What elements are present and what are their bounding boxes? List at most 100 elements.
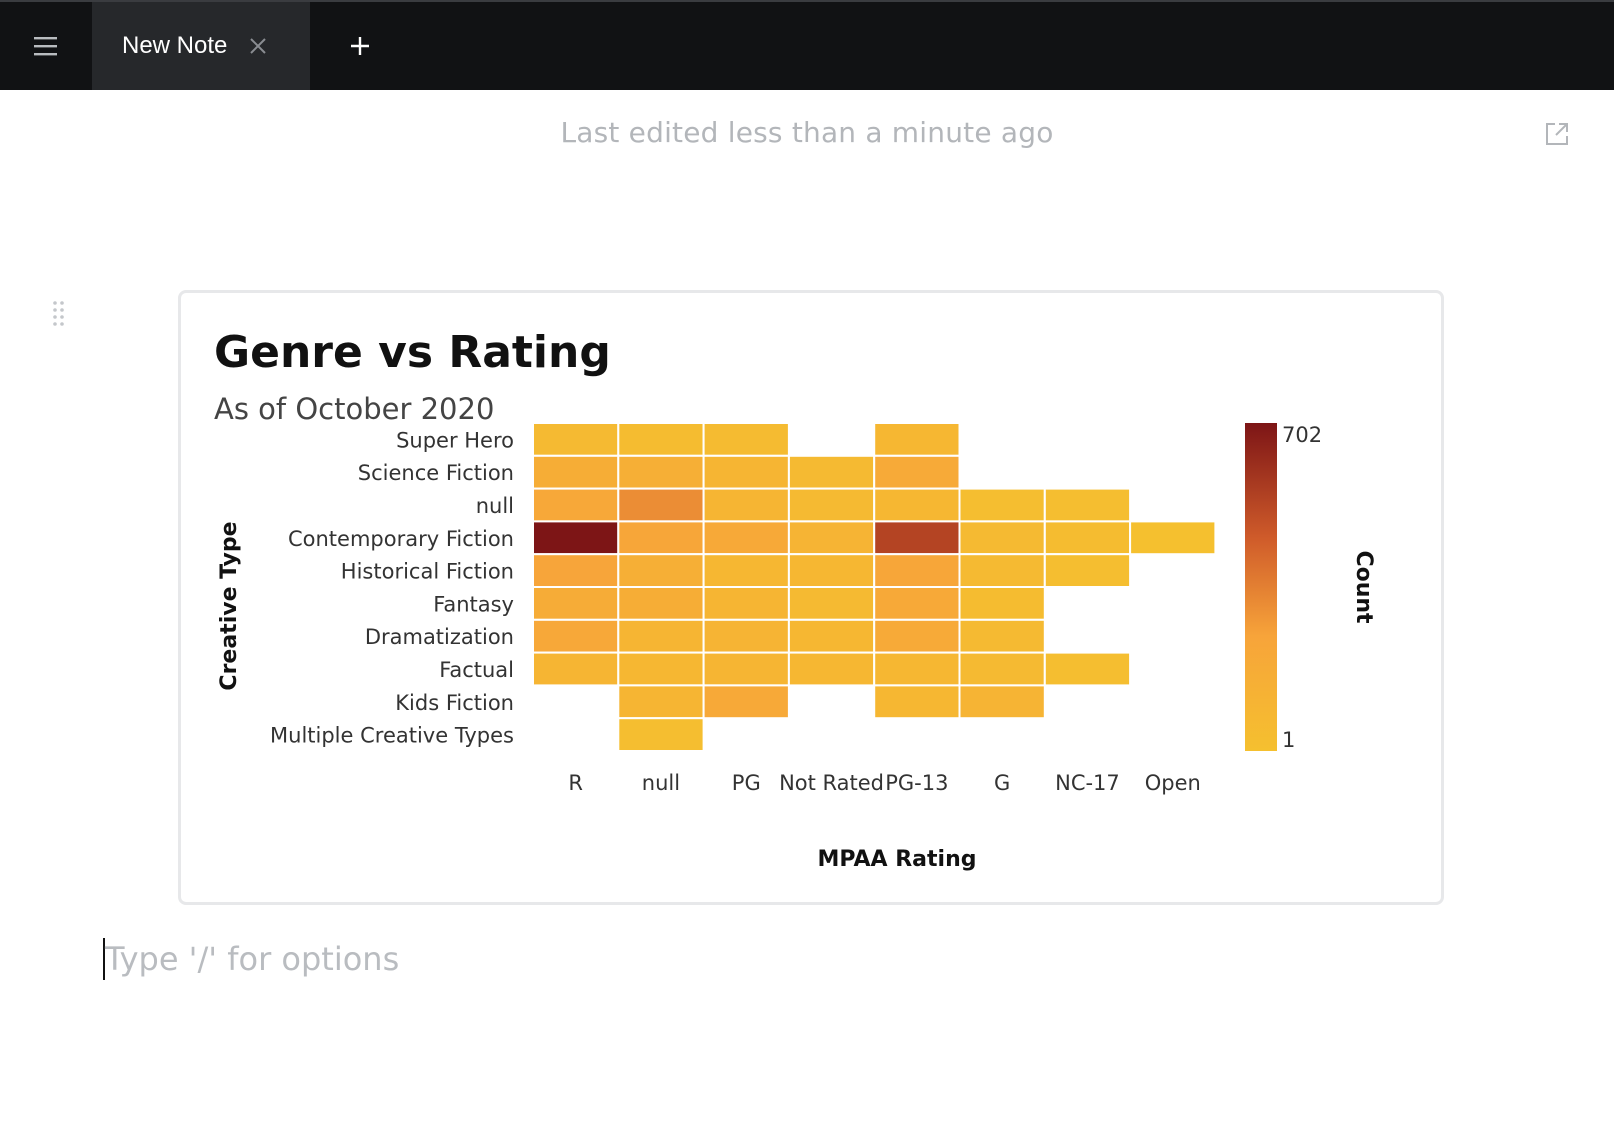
heatmap-cell[interactable]: [958, 618, 1046, 654]
heatmap-cell[interactable]: [617, 618, 705, 654]
x-tick-label: NC-17: [1055, 771, 1120, 795]
heatmap-cell[interactable]: [1129, 520, 1217, 556]
heatmap-cell[interactable]: [1043, 520, 1132, 556]
heatmap-cell[interactable]: [532, 651, 620, 687]
heatmap-cell[interactable]: [617, 717, 705, 753]
text-caret: [103, 938, 105, 980]
hamburger-icon: [34, 37, 57, 56]
y-tick-label: Kids Fiction: [395, 691, 514, 715]
heatmap-cell[interactable]: [702, 684, 790, 720]
heatmap-cell[interactable]: [873, 487, 961, 523]
x-tick-label: G: [994, 771, 1010, 795]
chart-subtitle: As of October 2020: [214, 392, 494, 426]
heatmap-cell[interactable]: [1043, 651, 1132, 687]
heatmap-cell[interactable]: [617, 422, 705, 457]
heatmap-cell[interactable]: [617, 553, 705, 589]
heatmap-cell[interactable]: [617, 454, 705, 490]
tab-label: New Note: [122, 32, 228, 59]
heatmap-cell[interactable]: [702, 651, 790, 687]
heatmap-chart: Genre vs Rating As of October 2020 Creat…: [214, 327, 1376, 872]
heatmap-cell[interactable]: [873, 454, 961, 490]
heatmap-cell[interactable]: [617, 684, 705, 720]
heatmap-cell[interactable]: [787, 520, 876, 556]
editor-input-line[interactable]: Type '/' for options: [103, 936, 399, 982]
add-tab-button[interactable]: [338, 24, 382, 68]
plus-icon: [351, 37, 369, 55]
heatmap-cell[interactable]: [702, 454, 790, 490]
heatmap-cell[interactable]: [958, 553, 1046, 589]
heatmap-cell[interactable]: [958, 520, 1046, 556]
y-tick-label: Factual: [439, 658, 514, 682]
drag-handle-icon[interactable]: [52, 300, 72, 330]
heatmap-cells: [532, 422, 1217, 753]
heatmap-cell[interactable]: [532, 422, 620, 457]
heatmap-cell[interactable]: [702, 487, 790, 523]
heatmap-cell[interactable]: [532, 487, 620, 523]
heatmap-cell[interactable]: [787, 487, 876, 523]
heatmap-cell[interactable]: [873, 651, 961, 687]
heatmap-cell[interactable]: [958, 651, 1046, 687]
last-edited-status: Last edited less than a minute ago: [560, 116, 1054, 149]
heatmap-cell[interactable]: [958, 684, 1046, 720]
heatmap-cell[interactable]: [787, 553, 876, 589]
heatmap-cell[interactable]: [532, 586, 620, 621]
menu-button[interactable]: [0, 2, 92, 90]
x-tick-label: R: [568, 771, 583, 795]
heatmap-cell[interactable]: [532, 520, 620, 556]
heatmap-cell[interactable]: [532, 553, 620, 589]
heatmap-cell[interactable]: [702, 553, 790, 589]
x-tick-label: Open: [1145, 771, 1201, 795]
heatmap-cell[interactable]: [702, 422, 790, 457]
colorbar-min-label: 1: [1282, 728, 1295, 752]
top-bar: New Note: [0, 0, 1614, 90]
y-tick-label: Historical Fiction: [341, 560, 514, 584]
x-tick-label: PG: [732, 771, 761, 795]
tab-new-note[interactable]: New Note: [92, 2, 310, 90]
chart-title: Genre vs Rating: [214, 327, 611, 378]
heatmap-cell[interactable]: [617, 586, 705, 621]
y-tick-label: Super Hero: [396, 428, 514, 452]
external-link-icon[interactable]: [1544, 121, 1574, 151]
x-tick-label: Not Rated: [779, 771, 884, 795]
heatmap-cell[interactable]: [873, 586, 961, 621]
y-tick-label: null: [476, 494, 514, 518]
heatmap-cell[interactable]: [958, 586, 1046, 621]
editor-placeholder: Type '/' for options: [105, 940, 400, 978]
y-tick-label: Dramatization: [365, 625, 514, 649]
heatmap-cell[interactable]: [787, 651, 876, 687]
heatmap-cell[interactable]: [787, 454, 876, 490]
heatmap-cell[interactable]: [873, 618, 961, 654]
heatmap-cell[interactable]: [702, 618, 790, 654]
y-tick-label: Fantasy: [433, 592, 514, 616]
y-tick-label: Contemporary Fiction: [288, 527, 514, 551]
chart-card[interactable]: Genre vs Rating As of October 2020 Creat…: [178, 290, 1444, 905]
y-tick-labels: Super Hero Science Fiction null Contemporar…: [270, 428, 514, 747]
heatmap-cell[interactable]: [787, 618, 876, 654]
y-tick-label: Science Fiction: [358, 461, 514, 485]
heatmap-cell[interactable]: [787, 586, 876, 621]
heatmap-cell[interactable]: [873, 684, 961, 720]
heatmap-cell[interactable]: [873, 422, 961, 457]
heatmap-cell[interactable]: [1043, 553, 1132, 589]
heatmap-cell[interactable]: [1043, 487, 1132, 523]
heatmap-cell[interactable]: [702, 520, 790, 556]
y-tick-label: Multiple Creative Types: [270, 724, 514, 748]
heatmap-cell[interactable]: [617, 520, 705, 556]
x-tick-label: PG-13: [885, 771, 948, 795]
heatmap-cell[interactable]: [617, 487, 705, 523]
x-tick-label: null: [642, 771, 680, 795]
heatmap-cell[interactable]: [702, 586, 790, 621]
heatmap-cell[interactable]: [958, 487, 1046, 523]
y-axis-label: Creative Type: [217, 521, 242, 690]
colorbar-max-label: 702: [1282, 423, 1322, 447]
heatmap-cell[interactable]: [873, 553, 961, 589]
heatmap-cell[interactable]: [873, 520, 961, 556]
colorbar: [1245, 423, 1277, 751]
heatmap-cell[interactable]: [617, 651, 705, 687]
heatmap-cell[interactable]: [532, 618, 620, 654]
close-icon[interactable]: [249, 33, 267, 59]
heatmap-cell[interactable]: [532, 454, 620, 490]
colorbar-title: Count: [1351, 550, 1376, 624]
x-axis-label: MPAA Rating: [818, 847, 977, 872]
